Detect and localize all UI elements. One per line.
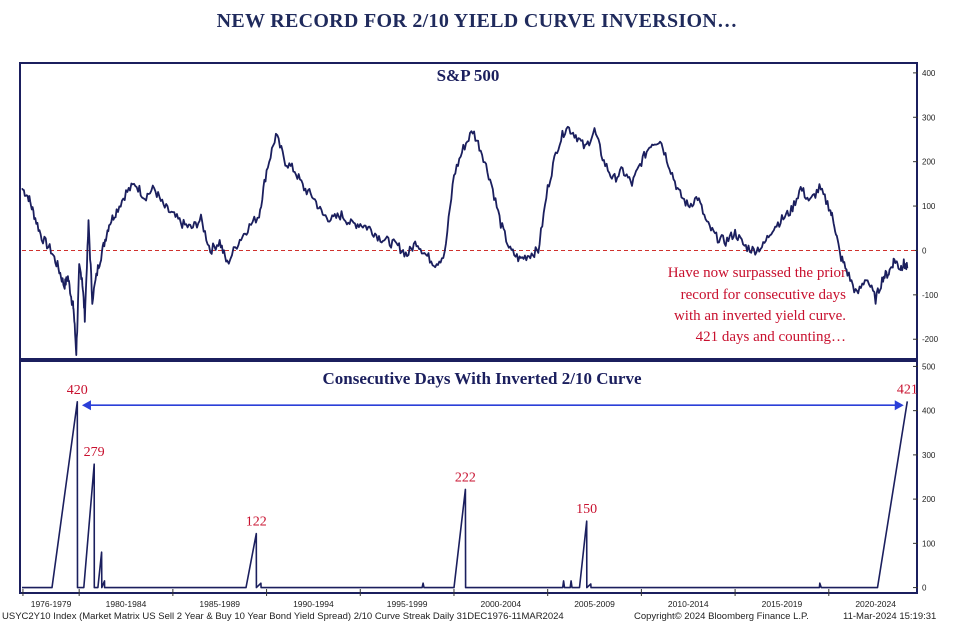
x-tick-label: 1995-1999	[387, 599, 428, 609]
inversion-title: Consecutive Days With Inverted 2/10 Curv…	[322, 369, 642, 388]
peak-label-421: 421	[897, 382, 918, 397]
footer-timestamp: 11-Mar-2024 15:19:31	[843, 611, 937, 622]
inversion-days-line	[22, 401, 909, 589]
footer-copyright: Copyright© 2024 Bloomberg Finance L.P.	[634, 611, 809, 622]
annotation-line-4: 421 days and counting…	[696, 329, 846, 345]
annotation-line-2: record for consecutive days	[681, 287, 847, 303]
sp500-ytick-label: -200	[922, 335, 939, 344]
x-tick-label: 2000-2004	[480, 599, 521, 609]
peak-labels: 420 279 122 222 150 421	[67, 382, 918, 529]
page-title: NEW RECORD FOR 2/10 YIELD CURVE INVERSIO…	[216, 10, 738, 32]
sp500-ytick-label: -100	[922, 291, 939, 300]
sp500-y-axis: -200 -100 0 100 200 300 400	[913, 69, 939, 344]
annotation-line-1: Have now surpassed the prior	[668, 265, 846, 281]
sp500-ytick-label: 300	[922, 113, 936, 122]
inversion-y-axis: 0 100 200 300 400 500	[913, 362, 936, 593]
x-tick-label: 2010-2014	[668, 599, 709, 609]
sp500-series-line	[21, 125, 909, 356]
x-tick-label: 2015-2019	[762, 599, 803, 609]
inversion-ytick-label: 100	[922, 539, 936, 548]
peak-label-420: 420	[67, 383, 88, 398]
sp500-ytick-label: 200	[922, 158, 936, 167]
annotation-line-3: with an inverted yield curve.	[674, 308, 846, 324]
footer-source: USYC2Y10 Index (Market Matrix US Sell 2 …	[2, 611, 564, 622]
record-arrow-left-head	[81, 400, 91, 411]
x-tick-label: 1980-1984	[106, 599, 147, 609]
inversion-ytick-label: 300	[922, 451, 936, 460]
sp500-title: S&P 500	[437, 66, 500, 85]
sp500-ytick-label: 400	[922, 69, 936, 78]
inversion-ytick-label: 500	[922, 362, 936, 371]
peak-label-279: 279	[84, 445, 105, 460]
inversion-ytick-label: 400	[922, 407, 936, 416]
sp500-ytick-label: 0	[922, 246, 927, 255]
x-tick-label: 1990-1994	[293, 599, 334, 609]
x-axis: 1976-1979 1980-1984 1985-1989 1990-1994 1995…	[22, 589, 896, 609]
record-arrow-right-head	[894, 400, 904, 411]
inversion-days-panel: Consecutive Days With Inverted 2/10 Curv…	[19, 360, 936, 609]
peak-label-150: 150	[576, 502, 597, 517]
x-tick-label: 2005-2009	[574, 599, 615, 609]
peak-label-122: 122	[246, 515, 267, 530]
x-tick-label: 1976-1979	[31, 599, 72, 609]
inversion-ytick-label: 0	[922, 584, 927, 593]
peak-label-222: 222	[455, 470, 476, 485]
x-tick-label: 2020-2024	[855, 599, 896, 609]
record-arrow	[81, 400, 904, 411]
inversion-ytick-label: 200	[922, 495, 936, 504]
x-tick-label: 1985-1989	[199, 599, 240, 609]
sp500-panel: S&P 500 -200 -100 0 100 200 300 400 Have now s…	[19, 62, 939, 360]
sp500-ytick-label: 100	[922, 202, 936, 211]
inversion-frame	[19, 360, 918, 594]
